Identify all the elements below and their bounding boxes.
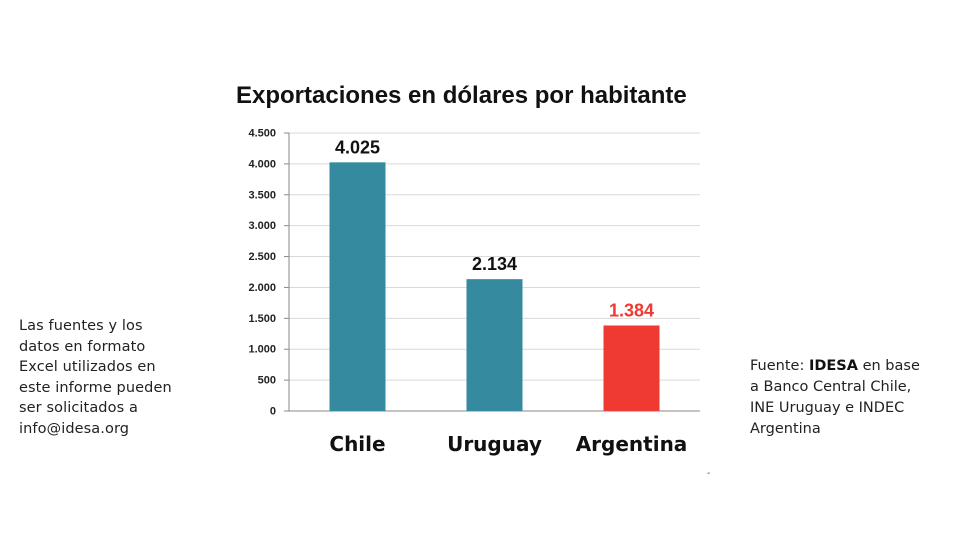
- bars: [329, 162, 660, 411]
- note-line: ser solicitados a: [19, 400, 138, 416]
- category-label: Chile: [329, 432, 385, 456]
- value-labels: 4.025 2.134 1.384: [335, 137, 654, 320]
- note-line: datos en formato: [19, 338, 146, 355]
- y-tick-label: 4.500: [248, 128, 276, 140]
- source-note: Fuente: IDESA en base a Banco Central Ch…: [750, 356, 955, 440]
- source-brand: IDESA: [808, 358, 858, 374]
- value-label: 1.384: [609, 300, 654, 320]
- y-tick-label: 2.000: [248, 282, 276, 294]
- y-tick-label: 1.500: [248, 313, 276, 325]
- category-label: Argentina: [576, 432, 688, 456]
- y-tick-label: 1.000: [248, 344, 276, 356]
- value-label: 4.025: [335, 137, 380, 157]
- value-label: 2.134: [472, 254, 517, 274]
- source-rest: en base: [857, 358, 920, 374]
- source-line: Fuente: IDESA en base: [750, 356, 955, 377]
- stray-mark: -: [707, 468, 711, 479]
- y-tick-label: 4.000: [248, 158, 276, 170]
- note-line: Las fuentes y los: [19, 318, 143, 334]
- chart-title: Exportaciones en dólares por habitante: [236, 82, 687, 109]
- source-line: a Banco Central Chile,: [750, 379, 912, 395]
- data-availability-note: Las fuentes y los datos en formato Excel…: [19, 316, 219, 439]
- note-line: Excel utilizados en: [19, 359, 156, 375]
- source-prefix: Fuente:: [750, 358, 809, 374]
- y-tick-label: 2.500: [248, 251, 276, 263]
- note-line: este informe pueden: [19, 379, 172, 396]
- note-email[interactable]: info@idesa.org: [19, 420, 130, 437]
- y-tick-label: 500: [258, 375, 276, 387]
- bar-uruguay: [466, 279, 523, 411]
- y-tick-label: 3.500: [248, 189, 276, 201]
- source-line: INE Uruguay e INDEC: [750, 400, 905, 416]
- y-tick-labels: 0 500 1.000 1.500 2.000 2.500 3.000 3.500 4.000 4…: [248, 128, 276, 418]
- y-tick-label: 0: [270, 406, 276, 418]
- y-tick-label: 3.000: [248, 220, 276, 232]
- category-label: Uruguay: [447, 432, 542, 456]
- bar-chile: [329, 162, 386, 411]
- bar-argentina: [603, 325, 660, 411]
- category-labels: Chile Uruguay Argentina: [329, 432, 687, 456]
- source-line: Argentina: [750, 421, 821, 437]
